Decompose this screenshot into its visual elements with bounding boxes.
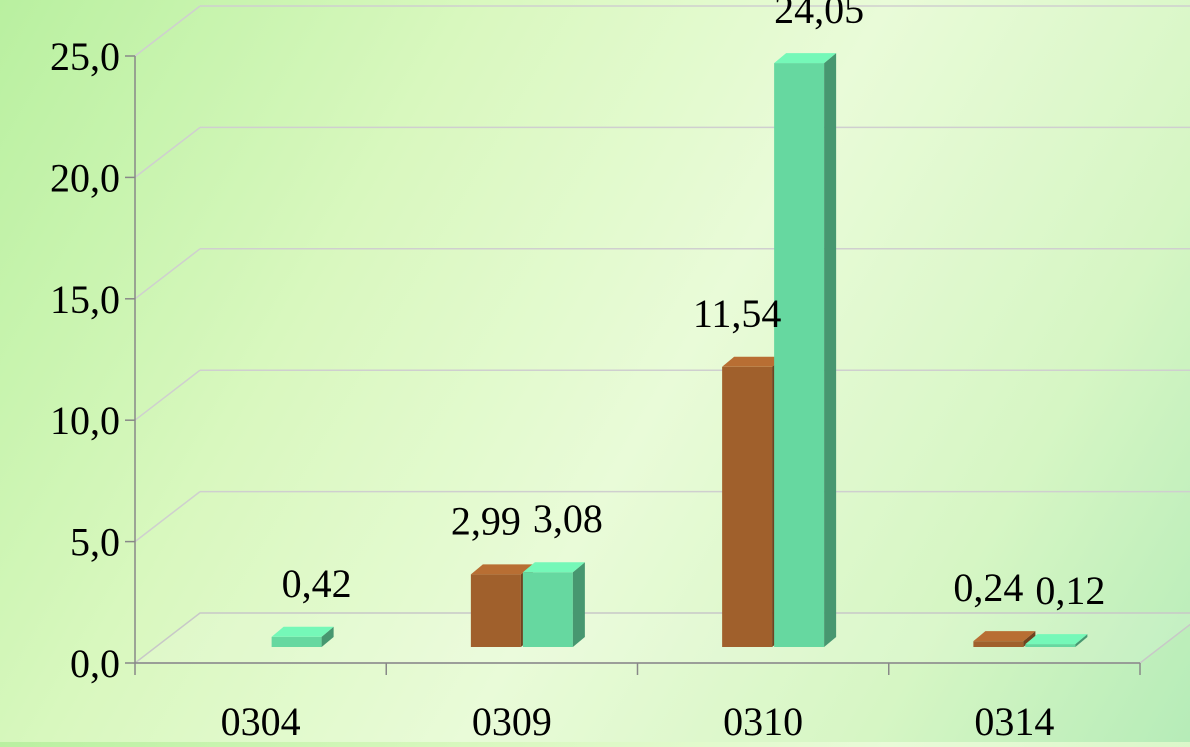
- bar-front: [470, 574, 521, 647]
- bar-front: [774, 63, 825, 648]
- gridline-depth: [134, 248, 201, 300]
- y-tick-label: 0,0: [70, 641, 120, 686]
- axes: [125, 55, 1141, 675]
- bar-front: [522, 572, 573, 647]
- bar-side: [1023, 631, 1036, 647]
- bar-front: [973, 641, 1024, 647]
- bar: [973, 631, 1036, 647]
- data-label: 11,54: [693, 291, 782, 336]
- data-labels: 0,42 2,99 3,08 11,54 24,05 0,24 0,12: [282, 0, 1106, 613]
- bar-top: [1025, 634, 1088, 645]
- data-label: 3,08: [533, 496, 603, 541]
- gridline-depth: [134, 126, 201, 178]
- y-tick-label: 15,0: [50, 277, 120, 322]
- bar: [1025, 634, 1088, 647]
- gridlines: [134, 5, 1190, 543]
- y-tick-labels: 0,0 5,0 10,0 15,0 20,0 25,0: [50, 34, 120, 686]
- y-tick-label: 25,0: [50, 34, 120, 79]
- gridline-depth: [134, 5, 201, 57]
- x-tick-labels: 0304 0309 0310 0314: [221, 699, 1055, 744]
- bar-top: [271, 626, 334, 637]
- bar-top: [774, 53, 837, 64]
- gridline-depth: [134, 491, 201, 543]
- bar-side: [321, 626, 334, 647]
- bar: [522, 562, 585, 647]
- bar-front: [722, 366, 773, 647]
- bar-front: [1025, 644, 1076, 647]
- y-tick-label: 20,0: [50, 155, 120, 200]
- bar-side: [572, 562, 585, 647]
- bar-top: [973, 631, 1036, 642]
- bar-side: [824, 53, 837, 648]
- data-label: 0,12: [1035, 568, 1105, 613]
- data-label: 24,05: [774, 0, 864, 32]
- bar: [271, 626, 334, 647]
- y-tick-label: 5,0: [70, 520, 120, 565]
- data-label: 0,42: [282, 561, 352, 606]
- bar-top: [522, 562, 585, 573]
- y-tick-label: 10,0: [50, 398, 120, 443]
- bar-front: [271, 636, 322, 647]
- bars: [271, 53, 1088, 648]
- x-tick-label: 0310: [723, 699, 803, 742]
- x-tick-label: 0309: [472, 699, 552, 742]
- data-label: 0,24: [953, 565, 1023, 610]
- gridline-depth: [134, 369, 201, 421]
- bar-side: [1075, 634, 1088, 647]
- bar-top: [470, 564, 533, 575]
- data-label: 2,99: [451, 498, 521, 543]
- x-tick-label: 0304: [221, 699, 301, 742]
- bar: [774, 53, 837, 648]
- x-tick-label: 0314: [974, 699, 1054, 742]
- bar-top: [722, 356, 785, 367]
